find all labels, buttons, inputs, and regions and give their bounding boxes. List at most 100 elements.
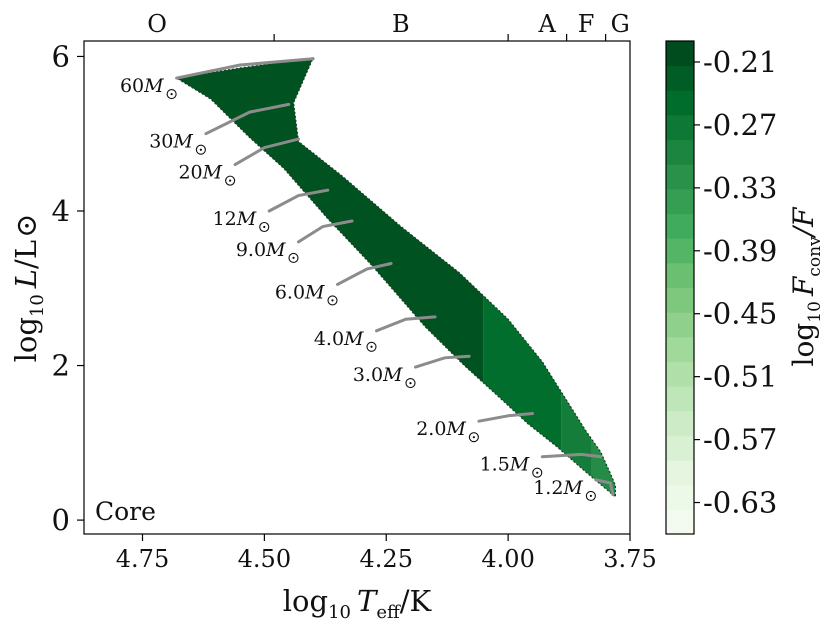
colorbar-tick-label: -0.33	[703, 171, 777, 205]
colorbar-step	[666, 410, 694, 436]
sun-symbol	[532, 467, 543, 478]
colorbar-label: log10Fconv/F	[787, 206, 825, 367]
track-1.2-msun	[594, 478, 615, 497]
track-label-value: 12	[213, 208, 237, 230]
sun-symbol	[468, 432, 479, 443]
track-2.0-msun	[477, 412, 534, 423]
track-label: 3.0M	[353, 364, 403, 386]
colorbar-step	[666, 484, 694, 510]
colorbar-step	[666, 90, 694, 116]
track-label: 4.0M	[314, 328, 364, 350]
sun-symbol	[366, 341, 377, 352]
track-label-unit: M	[343, 328, 364, 350]
colorbar-step	[666, 386, 694, 412]
plot-background	[84, 41, 630, 534]
x-tick-label: 3.75	[603, 545, 656, 573]
sun-symbol-dot	[292, 256, 295, 260]
svg-text:log10Fconv/F: log10Fconv/F	[787, 206, 825, 367]
track-label-value: 20	[178, 162, 202, 184]
region-outline	[174, 57, 616, 499]
track-label: 20M	[178, 162, 222, 184]
track-label-value: 9.0	[236, 239, 266, 261]
sun-symbol-dot	[589, 494, 592, 498]
colorbar-step	[666, 435, 694, 461]
track-label-value: 60	[120, 75, 144, 97]
y-tick-label: 6	[52, 39, 70, 73]
sun-symbol	[195, 144, 206, 155]
track-label-value: 4.0	[314, 328, 344, 350]
colorbar-step	[666, 287, 694, 313]
colorbar-tick-label: -0.27	[703, 108, 777, 142]
track-3.0-msun	[414, 354, 471, 369]
sun-symbol-dot	[199, 148, 202, 151]
colorbar-step	[666, 188, 694, 215]
y-tick-label: 4	[52, 194, 70, 228]
track-60-msun	[175, 57, 315, 80]
track-label-unit: M	[562, 477, 583, 499]
track-label-unit: M	[304, 281, 325, 303]
colorbar-tick-label: -0.21	[703, 45, 777, 79]
colorbar-step	[666, 164, 694, 190]
spectral-type-label: B	[392, 10, 410, 38]
spectral-type-label: F	[578, 10, 595, 38]
colorbar-step	[666, 139, 694, 165]
track-label: 30M	[149, 131, 193, 153]
sun-symbol	[288, 252, 299, 263]
track-6.0-msun	[336, 262, 393, 286]
plot-frame	[83, 40, 631, 535]
track-label-value: 3.0	[353, 364, 383, 386]
track-20-msun	[233, 137, 300, 167]
colorbar-frame	[665, 40, 695, 535]
track-label: 9.0M	[236, 239, 286, 261]
track-label-value: 1.2	[533, 477, 563, 499]
track-label-value: 30	[149, 131, 173, 153]
track-label-unit: M	[509, 454, 530, 476]
colorbar-step	[666, 262, 694, 288]
track-label-unit: M	[143, 75, 164, 97]
evolutionary-tracks	[175, 57, 615, 497]
panel-label: Core	[95, 497, 156, 526]
y-tick-label: 2	[52, 349, 70, 383]
svg-text:log10L/L⊙: log10L/L⊙	[9, 214, 48, 363]
track-label-unit: M	[172, 131, 193, 153]
colorbar-step	[666, 361, 694, 387]
sun-symbol	[259, 221, 270, 233]
colorbar-step	[666, 312, 694, 338]
track-label-unit: M	[265, 239, 286, 261]
spectral-type-label: G	[611, 10, 630, 38]
colorbar: -0.21 -0.27 -0.33 -0.39 -0.45 -0.51 -0.57 -0.63	[665, 40, 777, 535]
track-label: 1.2M	[533, 477, 583, 499]
y-axis-label: log10L/L⊙	[9, 214, 48, 363]
sun-symbol-dot	[229, 179, 232, 182]
x-tick-label: 4.75	[116, 545, 169, 573]
track-9.0-msun	[297, 219, 354, 244]
colorbar-tick-label: -0.57	[703, 423, 777, 457]
colorbar-step	[666, 41, 694, 67]
sun-symbol-dot	[370, 345, 373, 348]
colorbar-step	[666, 213, 694, 239]
colorbar-tick-label: -0.63	[703, 486, 777, 520]
x-tick-label: 4.50	[238, 545, 291, 573]
sun-symbol-dot	[409, 381, 412, 385]
sun-symbol	[225, 175, 236, 186]
sun-symbol-dot	[263, 225, 266, 229]
colorbar-step	[666, 65, 694, 91]
track-4.0-msun	[375, 315, 437, 333]
track-30-msun	[204, 102, 291, 136]
colorbar-step	[666, 460, 694, 486]
y-tick-label: 0	[52, 503, 70, 537]
track-12-msun	[267, 188, 330, 213]
colorbar-tick-label: -0.39	[703, 234, 777, 268]
x-tick-label: 4.25	[360, 545, 413, 573]
track-1.5-msun	[540, 452, 603, 459]
colorbar-step	[666, 509, 694, 535]
sun-symbol-dot	[331, 299, 334, 302]
sun-symbol-dot	[536, 471, 539, 474]
spectral-type-label: A	[537, 10, 556, 38]
x-axis-label: log10 Teff/K	[283, 584, 433, 623]
sun-symbol	[327, 295, 338, 306]
track-label: 6.0M	[275, 281, 325, 303]
